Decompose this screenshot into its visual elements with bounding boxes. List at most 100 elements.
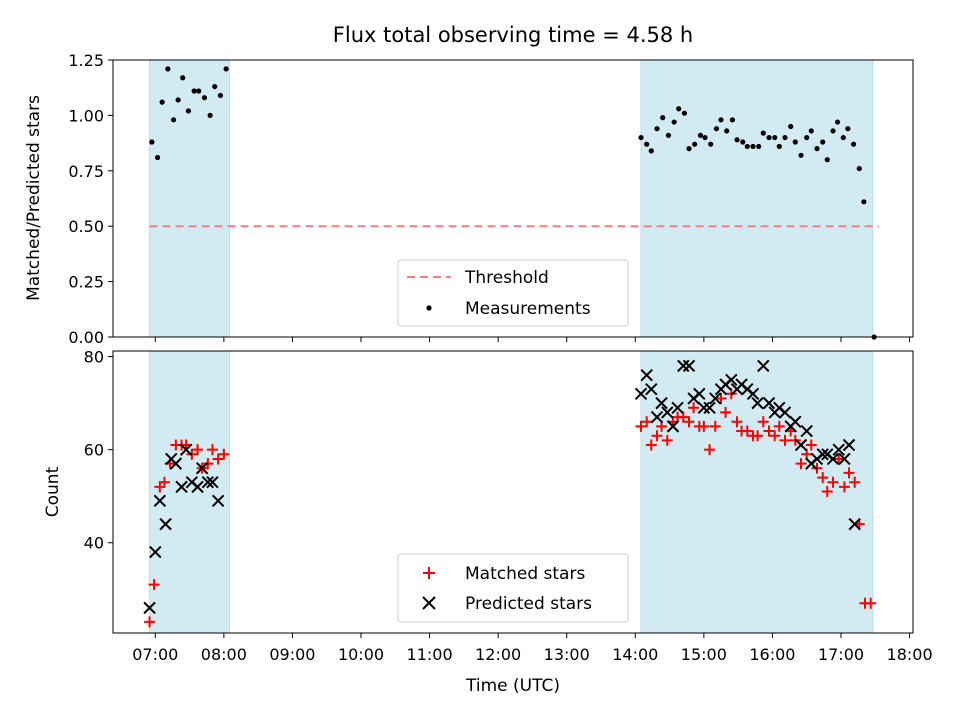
measurement-point xyxy=(644,141,650,147)
measurement-point xyxy=(772,134,778,141)
measurement-point xyxy=(223,66,229,72)
measurement-point xyxy=(149,139,155,145)
predicted-star-point xyxy=(848,517,861,531)
measurement-point xyxy=(217,92,224,99)
predicted-star-point xyxy=(153,494,167,508)
predicted-star-point xyxy=(169,457,183,470)
matched-star-point xyxy=(651,430,663,442)
matched-star-point xyxy=(779,434,791,446)
matched-star-point xyxy=(683,416,695,428)
measurement-point xyxy=(196,88,202,94)
matched-star-point xyxy=(148,579,160,591)
measurement-point xyxy=(845,126,851,132)
top-y-tick-label: 0.25 xyxy=(68,273,104,292)
predicted-star-point xyxy=(751,396,764,410)
matched-star-point xyxy=(731,416,743,428)
measurement-point xyxy=(201,95,208,101)
x-tick-label: 12:00 xyxy=(475,645,521,664)
top-legend: Threshold Measurements xyxy=(397,259,629,327)
matched-star-point xyxy=(720,406,732,418)
bottom-y-axis-label: Count xyxy=(43,466,63,517)
bottom-legend: Matched stars Predicted stars xyxy=(397,553,629,623)
x-tick-label: 09:00 xyxy=(269,645,315,664)
matched-star-point xyxy=(795,458,807,470)
matched-star-point xyxy=(763,425,775,437)
shaded-interval xyxy=(640,59,874,338)
measurement-point xyxy=(207,112,213,118)
measurement-point xyxy=(671,119,677,125)
matched-star-point xyxy=(817,472,829,484)
matched-star-point xyxy=(715,392,727,404)
measurement-point xyxy=(744,143,750,150)
predicted-star-point xyxy=(789,415,802,428)
predicted-star-point xyxy=(709,392,722,405)
predicted-star-point xyxy=(655,396,668,410)
measurement-point xyxy=(830,128,836,134)
matched-star-point xyxy=(645,439,657,451)
shaded-interval xyxy=(149,59,231,338)
top-shaded-intervals xyxy=(149,59,874,338)
bottom-y-tick-label: 40 xyxy=(84,534,104,553)
measurement-point xyxy=(648,148,654,154)
measurement-point xyxy=(750,143,756,150)
top-y-tick-label: 0.50 xyxy=(68,217,104,236)
measurement-point xyxy=(212,83,218,90)
measurement-point xyxy=(820,139,826,145)
matched-star-point xyxy=(769,430,781,442)
legend-matched-label: Matched stars xyxy=(465,564,585,584)
predicted-star-point xyxy=(149,545,162,559)
measurement-point xyxy=(766,134,772,141)
predicted-star-point xyxy=(826,452,840,466)
predicted-star-point xyxy=(645,382,658,396)
shaded-interval xyxy=(149,350,231,634)
matched-star-point xyxy=(641,416,653,428)
matched-star-point xyxy=(741,425,753,437)
predicted-star-point xyxy=(211,494,225,508)
bottom-data-marks xyxy=(143,359,877,628)
top-legend-box xyxy=(397,259,629,327)
measurement-point xyxy=(180,75,186,81)
matched-star-point xyxy=(635,420,647,432)
predicted-star-point xyxy=(175,480,188,494)
predicted-star-point xyxy=(757,359,770,373)
bottom-y-tick-label: 80 xyxy=(84,348,104,367)
measurement-point xyxy=(756,143,762,150)
matched-star-point xyxy=(158,476,170,488)
predicted-star-point xyxy=(697,401,711,414)
top-y-tick-label: 0.75 xyxy=(68,162,104,181)
x-tick-label: 08:00 xyxy=(201,645,247,664)
predicted-star-point xyxy=(794,438,808,452)
matched-star-point xyxy=(752,430,764,442)
top-y-tick-label: 0.00 xyxy=(68,328,104,347)
matched-star-point xyxy=(849,476,861,488)
legend-matched-swatch xyxy=(423,567,435,579)
measurement-point xyxy=(697,132,704,138)
measurement-point xyxy=(734,137,740,143)
matched-star-point xyxy=(843,467,855,479)
predicted-star-point xyxy=(650,410,664,424)
predicted-star-point xyxy=(838,452,851,466)
predicted-star-point xyxy=(666,420,680,433)
matched-star-point xyxy=(218,448,230,460)
measurement-point xyxy=(718,117,724,123)
measurement-point xyxy=(792,139,798,145)
measurement-point xyxy=(740,139,746,145)
bottom-y-tick-label: 60 xyxy=(84,441,104,460)
measurement-point xyxy=(708,141,714,147)
bottom-axes: 40 60 80 07:00 08:00 09:00 10:00 11:00 12:00 13:0… xyxy=(84,348,933,664)
measurement-point xyxy=(681,110,688,116)
x-tick-label: 17:00 xyxy=(818,645,864,664)
bottom-legend-box xyxy=(397,553,629,623)
bottom-panel: 40 60 80 07:00 08:00 09:00 10:00 11:00 12:00 13:0… xyxy=(43,348,933,696)
predicted-star-point xyxy=(778,406,792,419)
measurement-point xyxy=(729,117,736,123)
x-tick-label: 10:00 xyxy=(338,645,384,664)
measurement-point xyxy=(175,97,181,103)
shaded-interval xyxy=(640,350,874,634)
x-tick-label: 15:00 xyxy=(681,645,727,664)
measurement-point xyxy=(824,157,830,163)
measurement-point xyxy=(185,108,192,114)
predicted-star-point xyxy=(640,368,653,382)
measurement-point xyxy=(861,199,867,205)
legend-measurements-label: Measurements xyxy=(465,299,591,319)
